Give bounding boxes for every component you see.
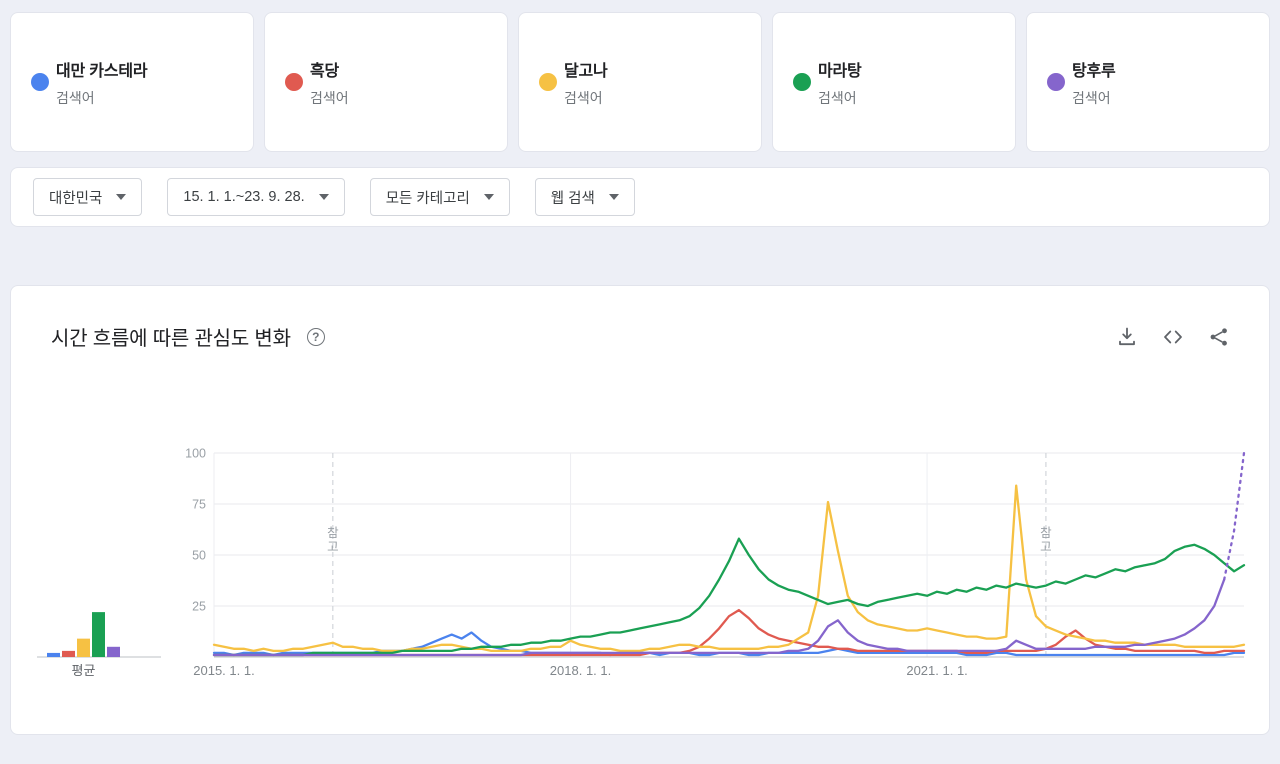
date-range-filter-label: 15. 1. 1.~23. 9. 28.	[183, 189, 305, 205]
term-card-tanghulu[interactable]: 탕후루 검색어	[1026, 12, 1270, 152]
series-line-달고나[interactable]	[212, 484, 1246, 653]
term-title: 달고나	[564, 62, 608, 80]
term-card-heukdang[interactable]: 흑당 검색어	[264, 12, 508, 152]
term-title: 탕후루	[1072, 62, 1116, 80]
download-icon[interactable]	[1115, 325, 1139, 349]
x-tick-label: 2021. 1. 1.	[906, 663, 967, 678]
series-color-dot	[539, 73, 557, 91]
y-tick-label: 75	[192, 498, 206, 512]
chevron-down-icon	[608, 194, 619, 200]
region-filter-label: 대한민국	[49, 190, 103, 207]
term-title: 흑당	[310, 62, 340, 80]
term-title: 마라탕	[818, 62, 862, 80]
category-filter-label: 모든 카테고리	[385, 190, 470, 207]
filter-bar: 대한민국 15. 1. 1.~23. 9. 28. 모든 카테고리 웹 검색	[10, 167, 1270, 227]
series-line-마라탕[interactable]	[212, 537, 1246, 657]
x-tick-label: 2015. 1. 1.	[193, 663, 254, 678]
chart-header: 시간 흐름에 따른 관심도 변화 ?	[51, 322, 1231, 351]
avg-bar-탕후루[interactable]	[107, 646, 120, 657]
date-range-filter-dropdown[interactable]: 15. 1. 1.~23. 9. 28.	[167, 178, 345, 216]
term-cards-row: 대만 카스테라 검색어 흑당 검색어 달고나 검색어 마라탕 검색어 탕후루 검…	[10, 12, 1270, 152]
category-filter-dropdown[interactable]: 모든 카테고리	[369, 178, 510, 216]
term-card-malatang[interactable]: 마라탕 검색어	[772, 12, 1016, 152]
series-color-dot	[285, 73, 303, 91]
term-card-dalgona[interactable]: 달고나 검색어	[518, 12, 762, 152]
term-kind-label: 검색어	[564, 89, 603, 106]
y-tick-label: 100	[185, 447, 206, 461]
interest-over-time-card: 시간 흐름에 따른 관심도 변화 ?	[10, 285, 1270, 735]
help-icon[interactable]: ?	[306, 327, 325, 346]
x-tick-label: 2018. 1. 1.	[550, 663, 611, 678]
series-color-dot	[793, 73, 811, 91]
avg-bar-달고나[interactable]	[77, 638, 90, 657]
search-type-filter-dropdown[interactable]: 웹 검색	[534, 178, 635, 216]
avg-label: 평균	[72, 663, 96, 678]
chevron-down-icon	[116, 194, 127, 200]
y-tick-label: 50	[192, 549, 206, 563]
chart-actions	[1115, 325, 1231, 349]
term-kind-label: 검색어	[56, 89, 95, 106]
avg-bar-대만 카스테라[interactable]	[47, 652, 60, 657]
region-filter-dropdown[interactable]: 대한민국	[33, 178, 143, 216]
chart-title: 시간 흐름에 따른 관심도 변화	[51, 328, 291, 350]
term-title: 대만 카스테라	[56, 62, 148, 80]
avg-bar-흑당[interactable]	[62, 650, 75, 657]
series-color-dot	[1047, 73, 1065, 91]
chevron-down-icon	[483, 194, 494, 200]
term-kind-label: 검색어	[310, 89, 349, 106]
term-kind-label: 검색어	[1072, 89, 1111, 106]
series-line-대만 카스테라[interactable]	[212, 631, 1246, 657]
avg-bar-마라탕[interactable]	[92, 612, 105, 657]
interest-over-time-chart[interactable]: 25 50 75 100 2015. 1. 1. 2018. 1. 1. 2021. 1. …	[11, 336, 1271, 736]
series-line-탕후루[interactable]	[212, 578, 1226, 657]
y-tick-label: 25	[192, 600, 206, 614]
embed-icon[interactable]	[1161, 325, 1185, 349]
search-type-filter-label: 웹 검색	[550, 190, 595, 207]
chevron-down-icon	[318, 194, 329, 200]
series-color-dot	[31, 73, 49, 91]
term-card-taiwan-castella[interactable]: 대만 카스테라 검색어	[10, 12, 254, 152]
share-icon[interactable]	[1207, 325, 1231, 349]
term-kind-label: 검색어	[818, 89, 857, 106]
series-line-forecast-탕후루[interactable]	[1223, 451, 1246, 581]
